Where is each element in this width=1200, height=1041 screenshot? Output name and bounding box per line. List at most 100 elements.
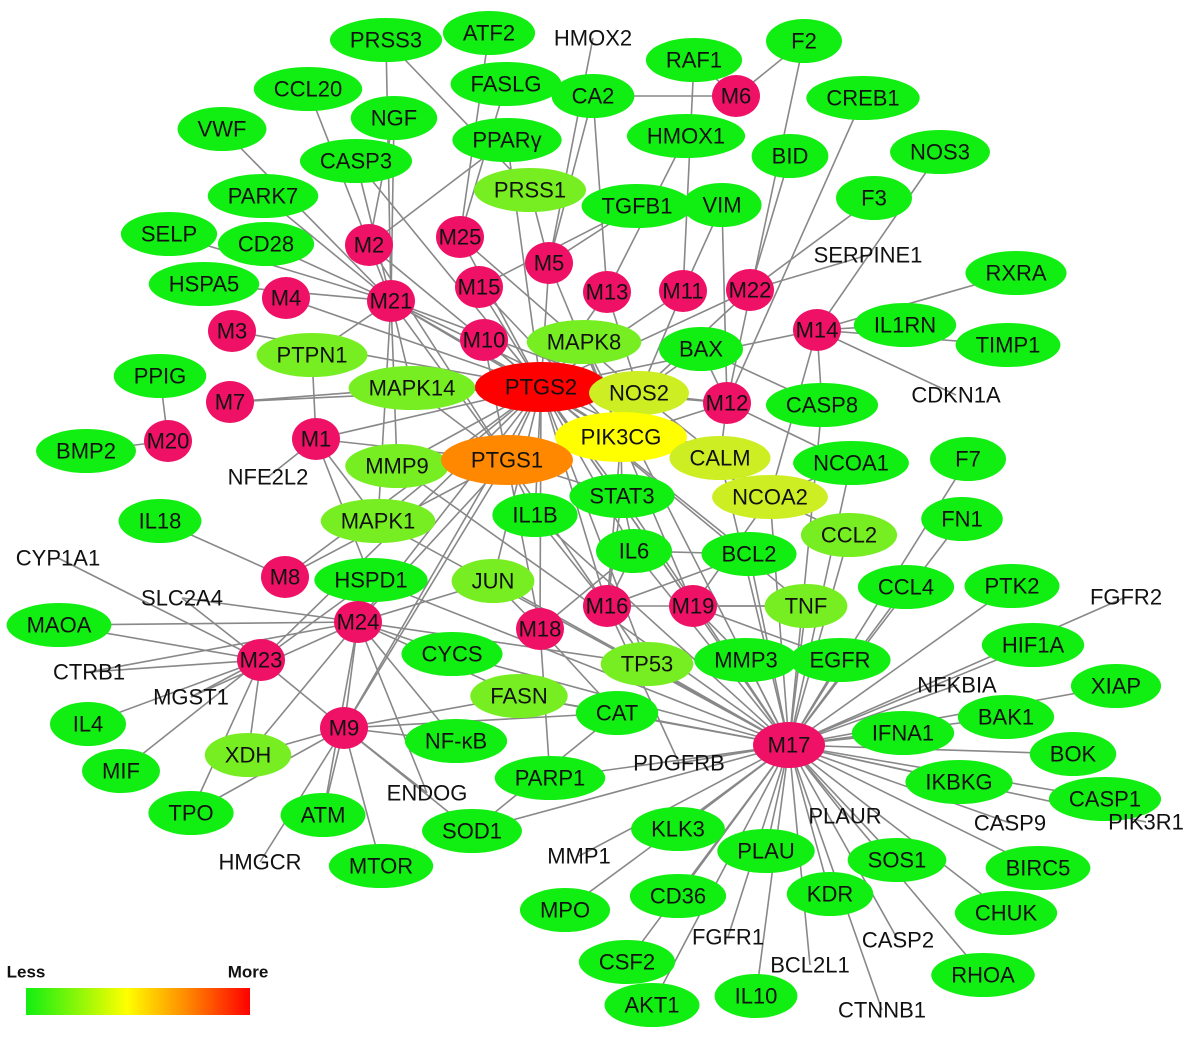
node-pdgfrb[interactable]: PDGFRB (633, 751, 725, 776)
node-hspd1[interactable]: HSPD1 (314, 558, 428, 602)
node-atm[interactable]: ATM (280, 793, 366, 837)
node-sod1[interactable]: SOD1 (422, 809, 522, 853)
node-birc5[interactable]: BIRC5 (985, 846, 1091, 890)
node-rhoa[interactable]: RHOA (931, 953, 1035, 997)
node-faslg[interactable]: FASLG (450, 62, 562, 106)
node-mapk14[interactable]: MAPK14 (348, 366, 476, 410)
node-parp1[interactable]: PARP1 (494, 756, 606, 800)
node-m13[interactable]: M13 (583, 271, 631, 313)
node-m24[interactable]: M24 (334, 601, 382, 643)
node-m1[interactable]: M1 (292, 418, 340, 460)
node-m23[interactable]: M23 (237, 639, 285, 681)
node-pik3cg[interactable]: PIK3CG (555, 412, 687, 462)
node-creb1[interactable]: CREB1 (806, 76, 920, 120)
node-nos2[interactable]: NOS2 (589, 371, 689, 415)
node-ncoa1[interactable]: NCOA1 (793, 441, 909, 485)
node-mmp3[interactable]: MMP3 (694, 638, 798, 682)
node-endog[interactable]: ENDOG (387, 781, 468, 806)
node-m22[interactable]: M22 (726, 269, 774, 311)
node-vim[interactable]: VIM (682, 183, 762, 227)
node-m8[interactable]: M8 (261, 556, 309, 598)
node-casp1[interactable]: CASP1 (1048, 777, 1162, 821)
node-f2[interactable]: F2 (766, 19, 842, 63)
node-mif[interactable]: MIF (82, 749, 160, 793)
node-cycs[interactable]: CYCS (401, 632, 503, 676)
node-cyp1a1[interactable]: CYP1A1 (16, 546, 100, 571)
node-hif1a[interactable]: HIF1A (981, 623, 1085, 667)
node-m6[interactable]: M6 (712, 75, 760, 117)
node-plau[interactable]: PLAU (717, 829, 815, 873)
node-bok[interactable]: BOK (1029, 732, 1117, 776)
node-plaur[interactable]: PLAUR (808, 804, 881, 829)
node-cat[interactable]: CAT (575, 691, 659, 735)
node-hspa5[interactable]: HSPA5 (148, 262, 260, 306)
node-ikbkg[interactable]: IKBKG (905, 760, 1013, 804)
node-chuk[interactable]: CHUK (954, 891, 1058, 935)
node-ppargamma[interactable]: PPARγ (452, 118, 562, 162)
node-atf2[interactable]: ATF2 (442, 11, 536, 55)
node-m10[interactable]: M10 (460, 319, 508, 361)
node-timp1[interactable]: TIMP1 (955, 323, 1061, 367)
node-ptgs1[interactable]: PTGS1 (441, 435, 573, 485)
node-il10[interactable]: IL10 (714, 974, 798, 1018)
node-ngf[interactable]: NGF (350, 96, 438, 140)
node-egfr[interactable]: EGFR (789, 638, 891, 682)
node-cd36[interactable]: CD36 (629, 874, 727, 918)
node-pik3r1[interactable]: PIK3R1 (1108, 810, 1184, 835)
node-il1rn[interactable]: IL1RN (853, 303, 957, 347)
node-mapk1[interactable]: MAPK1 (320, 499, 436, 543)
node-bak1[interactable]: BAK1 (957, 695, 1055, 739)
node-ptk2[interactable]: PTK2 (964, 564, 1060, 608)
node-stat3[interactable]: STAT3 (569, 474, 675, 518)
node-klk3[interactable]: KLK3 (631, 807, 725, 851)
node-ctrb1[interactable]: CTRB1 (53, 660, 125, 685)
node-tnf[interactable]: TNF (764, 584, 848, 628)
node-ifna1[interactable]: IFNA1 (851, 711, 955, 755)
node-mpo[interactable]: MPO (519, 888, 611, 932)
node-m5[interactable]: M5 (525, 242, 573, 284)
node-mmp9[interactable]: MMP9 (345, 444, 449, 488)
node-hmox2[interactable]: HMOX2 (554, 26, 632, 51)
node-m20[interactable]: M20 (144, 420, 192, 462)
node-maoa[interactable]: MAOA (6, 603, 112, 647)
node-il4[interactable]: IL4 (50, 702, 126, 746)
node-ncoa2[interactable]: NCOA2 (712, 475, 828, 519)
node-fgfr2[interactable]: FGFR2 (1090, 585, 1162, 610)
node-m15[interactable]: M15 (455, 266, 503, 308)
node-prss1[interactable]: PRSS1 (473, 168, 587, 212)
node-ca2[interactable]: CA2 (551, 74, 635, 118)
node-akt1[interactable]: AKT1 (604, 983, 700, 1027)
node-nos3[interactable]: NOS3 (890, 130, 990, 174)
node-m11[interactable]: M11 (659, 270, 707, 312)
node-tpo[interactable]: TPO (148, 791, 234, 835)
node-bid[interactable]: BID (751, 134, 829, 178)
node-selp[interactable]: SELP (120, 212, 218, 256)
node-prss3[interactable]: PRSS3 (329, 18, 443, 62)
node-m2[interactable]: M2 (345, 224, 393, 266)
node-casp9[interactable]: CASP9 (974, 811, 1046, 836)
node-m17[interactable]: M17 (753, 722, 825, 768)
node-hmox1[interactable]: HMOX1 (626, 114, 746, 158)
node-m12[interactable]: M12 (703, 382, 751, 424)
node-serpine1[interactable]: SERPINE1 (814, 243, 923, 268)
node-casp3[interactable]: CASP3 (299, 139, 413, 183)
node-fn1[interactable]: FN1 (921, 497, 1003, 541)
node-mapk8[interactable]: MAPK8 (526, 320, 642, 364)
node-ccl2[interactable]: CCL2 (800, 513, 898, 557)
node-xiap[interactable]: XIAP (1070, 664, 1162, 708)
node-f3[interactable]: F3 (836, 176, 912, 220)
node-m9[interactable]: M9 (320, 707, 368, 749)
node-m7[interactable]: M7 (206, 381, 254, 423)
node-slc2a4[interactable]: SLC2A4 (141, 586, 223, 611)
node-ccl4[interactable]: CCL4 (857, 565, 955, 609)
node-tp53[interactable]: TP53 (600, 642, 694, 686)
node-nfe2l2[interactable]: NFE2L2 (228, 465, 309, 490)
node-cdkn1a[interactable]: CDKN1A (911, 383, 1001, 408)
node-ptpn1[interactable]: PTPN1 (256, 333, 368, 377)
node-jun[interactable]: JUN (451, 559, 535, 603)
node-cd28[interactable]: CD28 (217, 222, 315, 266)
node-mmp1[interactable]: MMP1 (547, 844, 611, 869)
node-m18[interactable]: M18 (516, 608, 564, 650)
node-kdr[interactable]: KDR (786, 872, 874, 916)
node-il6[interactable]: IL6 (596, 529, 672, 573)
